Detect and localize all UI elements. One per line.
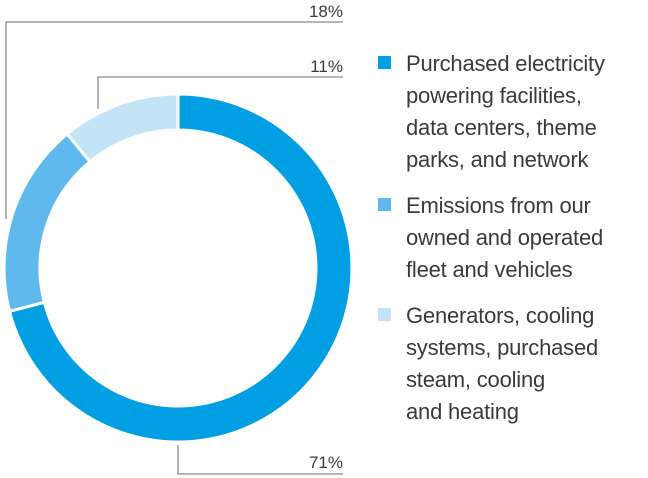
value-label-fleet: 18% bbox=[309, 2, 343, 21]
legend-swatch-fleet bbox=[378, 198, 391, 211]
legend-label-line: systems, purchased bbox=[406, 335, 599, 360]
legend-label-line: owned and operated bbox=[406, 225, 604, 250]
legend-label-line: Emissions from our bbox=[406, 193, 591, 218]
legend: Purchased electricity powering facilitie… bbox=[378, 48, 648, 442]
legend-item-fleet: Emissions from our owned and operated fl… bbox=[378, 190, 648, 286]
legend-label-line: Generators, cooling bbox=[406, 303, 595, 328]
legend-label-line: fleet and vehicles bbox=[406, 257, 573, 282]
legend-label-line: data centers, theme bbox=[406, 115, 597, 140]
legend-item-generators: Generators, cooling systems, purchased s… bbox=[378, 300, 648, 428]
legend-label-line: and heating bbox=[406, 399, 519, 424]
legend-swatch-generators bbox=[378, 308, 391, 321]
donut-slice-generators bbox=[64, 92, 180, 164]
legend-label-line: parks, and network bbox=[406, 147, 589, 172]
legend-label-line: Purchased electricity bbox=[406, 51, 605, 76]
legend-item-electricity: Purchased electricity powering facilitie… bbox=[378, 48, 648, 176]
value-label-generators: 11% bbox=[310, 57, 343, 76]
leader-line-fleet bbox=[5, 21, 343, 219]
donut-slices bbox=[2, 92, 354, 444]
legend-swatch-electricity bbox=[378, 56, 391, 69]
leader-line-generators bbox=[97, 76, 343, 109]
donut-slice-electricity bbox=[7, 92, 354, 444]
donut-slice-fleet bbox=[2, 131, 93, 314]
legend-label-line: steam, cooling bbox=[406, 367, 546, 392]
legend-label-line: powering facilities, bbox=[406, 83, 582, 108]
value-label-electricity: 71% bbox=[309, 453, 343, 472]
leader-line-electricity bbox=[177, 445, 343, 475]
